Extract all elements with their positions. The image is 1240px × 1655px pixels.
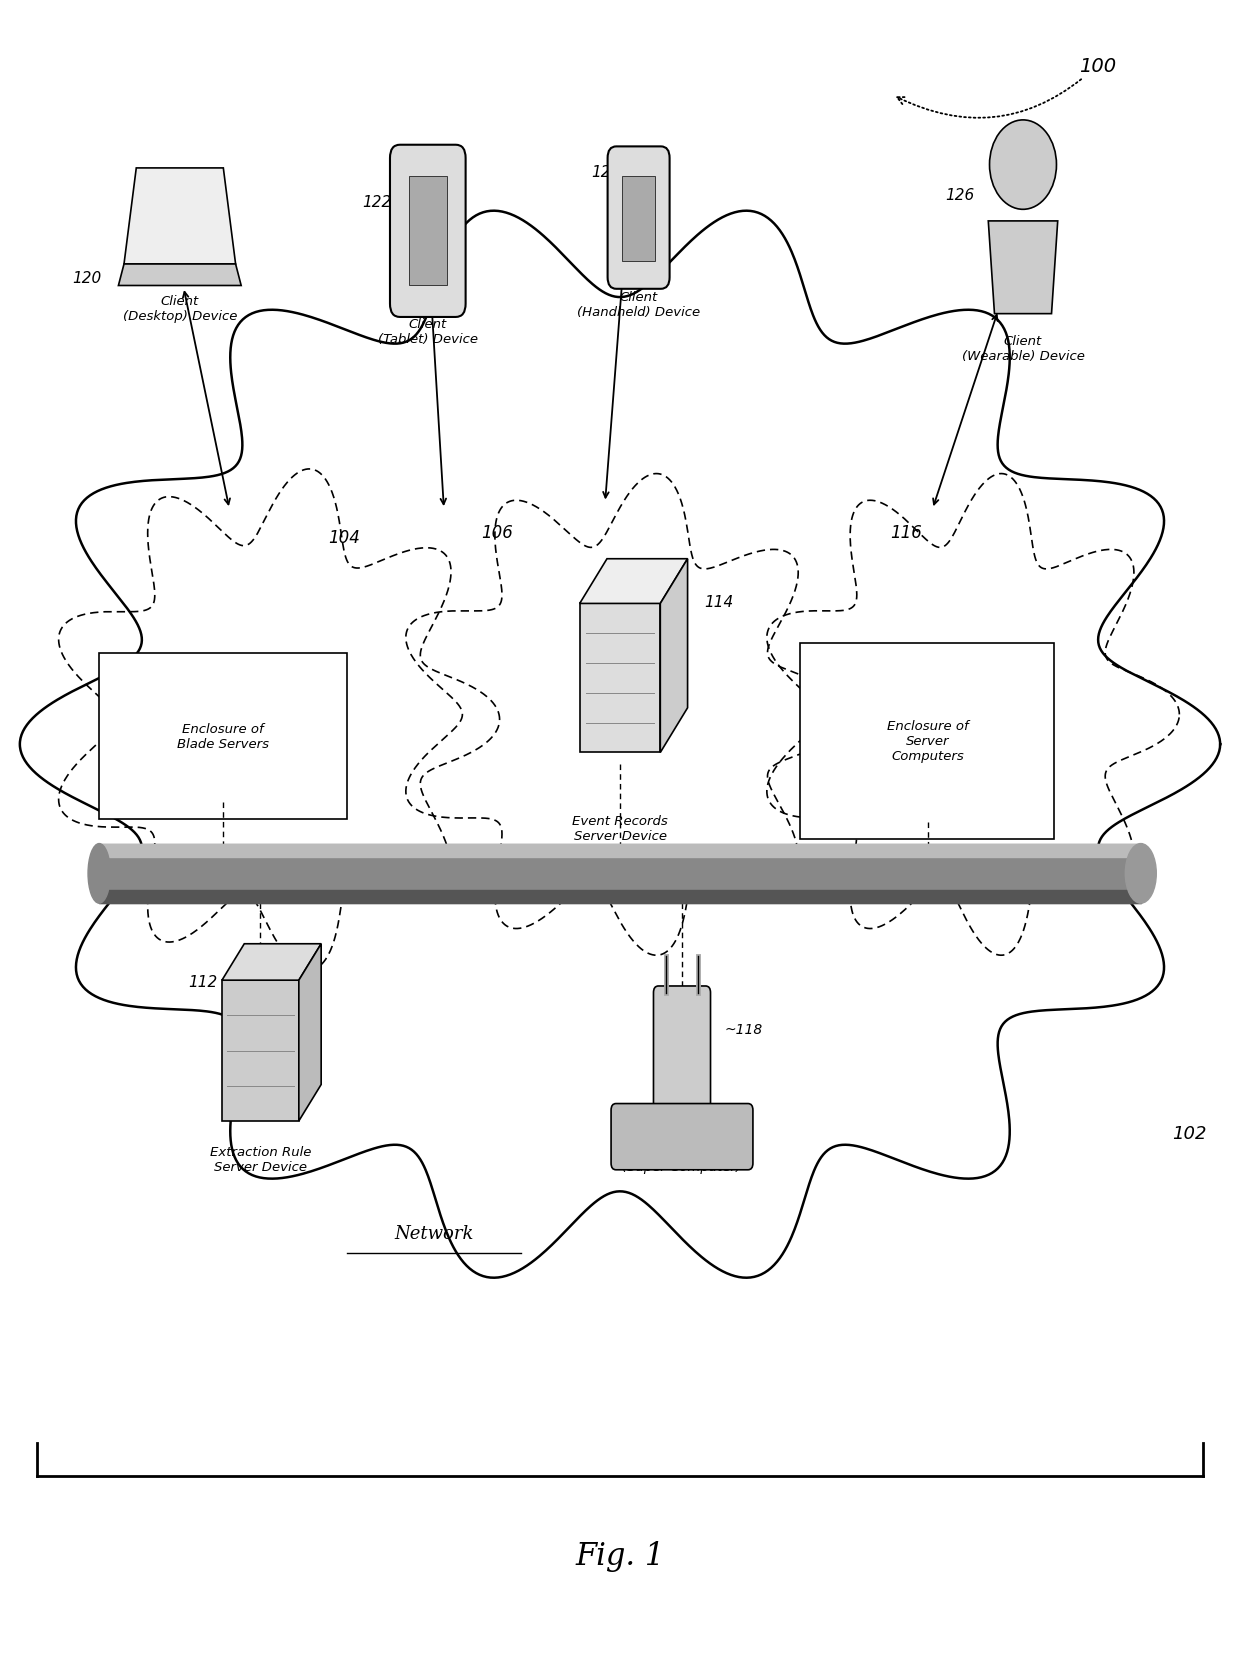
Text: 116: 116 xyxy=(890,525,923,541)
Text: Fig. 1: Fig. 1 xyxy=(575,1541,665,1571)
FancyBboxPatch shape xyxy=(653,986,711,1124)
Text: 102: 102 xyxy=(1172,1125,1207,1142)
Text: Client
(Desktop) Device: Client (Desktop) Device xyxy=(123,295,237,323)
Polygon shape xyxy=(222,980,299,1122)
FancyBboxPatch shape xyxy=(611,1104,753,1170)
Polygon shape xyxy=(580,604,660,753)
FancyBboxPatch shape xyxy=(99,654,347,819)
Text: 112: 112 xyxy=(188,973,218,990)
FancyBboxPatch shape xyxy=(408,177,446,286)
Polygon shape xyxy=(299,943,321,1122)
FancyBboxPatch shape xyxy=(800,644,1054,839)
Text: Client
(Tablet) Device: Client (Tablet) Device xyxy=(378,318,477,346)
Polygon shape xyxy=(988,222,1058,314)
Polygon shape xyxy=(222,943,321,980)
Text: 126: 126 xyxy=(945,187,975,204)
Text: Event Records
Server Device: Event Records Server Device xyxy=(572,814,668,842)
FancyBboxPatch shape xyxy=(622,177,655,261)
Text: 114: 114 xyxy=(704,594,734,611)
FancyBboxPatch shape xyxy=(389,146,465,318)
Text: Extraction Rule
Server Device: Extraction Rule Server Device xyxy=(210,1145,311,1173)
Text: Enclosure of
Blade Servers: Enclosure of Blade Servers xyxy=(177,723,269,750)
Text: 122: 122 xyxy=(362,194,392,210)
Polygon shape xyxy=(660,559,687,753)
Circle shape xyxy=(990,121,1056,210)
FancyBboxPatch shape xyxy=(608,147,670,290)
Text: Network: Network xyxy=(394,1225,474,1241)
Text: Client
(Wearable) Device: Client (Wearable) Device xyxy=(961,334,1085,362)
Text: ~118: ~118 xyxy=(724,1023,763,1036)
Text: Client
(Handheld) Device: Client (Handheld) Device xyxy=(577,291,701,319)
Ellipse shape xyxy=(88,844,110,904)
Ellipse shape xyxy=(1126,844,1156,904)
Text: 100: 100 xyxy=(897,56,1116,119)
Text: 106: 106 xyxy=(481,525,513,541)
Text: Network Device
(Super Computer): Network Device (Super Computer) xyxy=(622,1145,742,1173)
Text: 124: 124 xyxy=(591,164,621,180)
Polygon shape xyxy=(124,169,236,265)
Text: 104: 104 xyxy=(329,530,361,546)
Polygon shape xyxy=(118,265,241,286)
Polygon shape xyxy=(580,559,687,604)
Text: 110: 110 xyxy=(112,654,141,670)
Text: Enclosure of
Server
Computers: Enclosure of Server Computers xyxy=(887,720,968,763)
Text: 120: 120 xyxy=(72,270,102,286)
